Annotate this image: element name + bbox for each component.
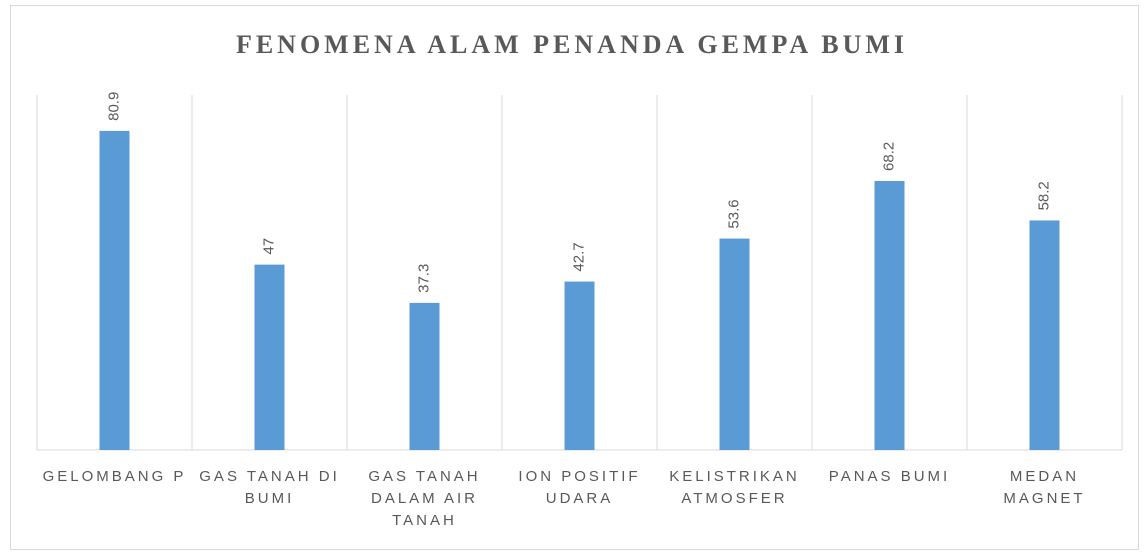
bar [1029, 220, 1060, 450]
bar [564, 281, 595, 450]
data-label: 80.9 [105, 92, 122, 121]
x-tick-label: GELOMBANG P [42, 468, 187, 485]
data-label: 47 [260, 238, 277, 255]
chart-frame [10, 5, 1139, 550]
data-label: 53.6 [725, 199, 742, 228]
bar [874, 180, 905, 450]
bar [99, 130, 130, 450]
bar [719, 238, 750, 450]
data-label: 58.2 [1035, 181, 1052, 210]
data-label: 37.3 [415, 264, 432, 293]
x-tick-label: ION POSITIF UDARA [518, 468, 641, 507]
x-tick-label: MEDAN MAGNET [1003, 468, 1086, 507]
bar [254, 264, 285, 450]
x-tick-label: PANAS BUMI [828, 468, 951, 485]
x-tick-label: GAS TANAH DI BUMI [199, 468, 340, 507]
data-label: 42.7 [570, 242, 587, 271]
chart-title: FENOMENA ALAM PENANDA GEMPA BUMI [235, 30, 909, 59]
bar [409, 302, 440, 450]
x-tick-label: GAS TANAH DALAM AIR TANAH [368, 468, 481, 529]
x-tick-label: KELISTRIKAN ATMOSFER [669, 468, 800, 507]
data-label: 68.2 [880, 142, 897, 171]
